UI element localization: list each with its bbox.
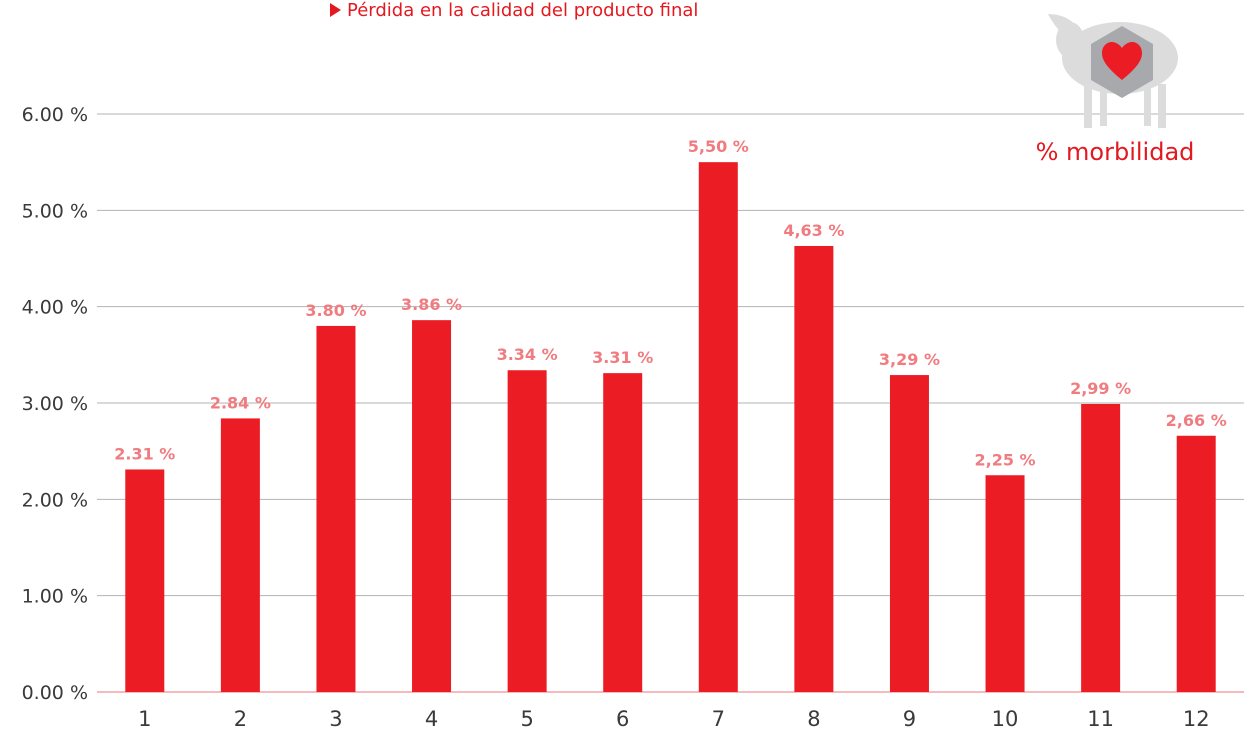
subtitle-text: Pérdida en la calidad del producto final xyxy=(347,0,699,21)
subtitle-bullet: Pérdida en la calidad del producto final xyxy=(330,0,698,26)
sheep-heart-icon xyxy=(1048,14,1178,128)
bar-2 xyxy=(220,418,260,692)
bar-value-label: 3.80 % xyxy=(305,301,366,320)
x-tick-label: 11 xyxy=(1087,707,1114,731)
bar-10 xyxy=(985,475,1025,692)
bar-8 xyxy=(794,245,834,692)
x-tick-label: 1 xyxy=(138,707,151,731)
bar-4 xyxy=(412,320,452,692)
x-tick-label: 12 xyxy=(1183,707,1210,731)
bar-value-label: 2,66 % xyxy=(1166,411,1227,430)
y-axis-tick-labels: 0.00 % 1.00 % 2.00 % 3.00 % 4.00 % 5.00 % 6.00… xyxy=(22,104,88,704)
bars xyxy=(125,162,1216,692)
bar-value-label: 5,50 % xyxy=(688,137,749,156)
x-tick-label: 3 xyxy=(329,707,342,731)
bar-11 xyxy=(1081,403,1121,692)
y-tick-label: 5.00 % xyxy=(22,200,88,222)
bar-value-label: 2.31 % xyxy=(114,444,175,463)
bar-value-labels: 2.31 % 2.84 % 3.80 % 3.86 % 3.34 % 3.31 % 5,50… xyxy=(114,137,1226,469)
bar-1 xyxy=(125,469,165,692)
bar-value-label: 3.86 % xyxy=(401,295,462,314)
y-tick-label: 1.00 % xyxy=(22,586,88,608)
bar-7 xyxy=(698,162,738,692)
bar-value-label: 2,25 % xyxy=(975,450,1036,469)
y-tick-label: 2.00 % xyxy=(22,489,88,511)
x-tick-label: 8 xyxy=(807,707,820,731)
y-tick-label: 4.00 % xyxy=(22,297,88,319)
x-tick-label: 6 xyxy=(616,707,629,731)
bar-3 xyxy=(316,325,356,692)
triangle-bullet-icon xyxy=(330,3,341,17)
x-tick-label: 7 xyxy=(712,707,725,731)
bar-12 xyxy=(1176,435,1216,692)
bar-value-label: 2,99 % xyxy=(1070,379,1131,398)
x-tick-label: 5 xyxy=(520,707,533,731)
morbidity-label: % morbilidad xyxy=(1035,138,1195,166)
bar-value-label: 3,29 % xyxy=(879,350,940,369)
bar-5 xyxy=(507,370,547,692)
bar-value-label: 2.84 % xyxy=(210,393,271,412)
x-tick-label: 9 xyxy=(903,707,916,731)
bar-value-label: 3.34 % xyxy=(497,345,558,364)
y-tick-label: 3.00 % xyxy=(22,393,88,415)
gridlines xyxy=(97,113,1244,693)
bar-value-label: 4,63 % xyxy=(783,221,844,240)
x-axis-tick-labels: 1 2 3 4 5 6 7 8 9 10 11 12 xyxy=(138,707,1209,731)
bar-value-label: 3.31 % xyxy=(592,348,653,367)
x-tick-label: 2 xyxy=(234,707,247,731)
y-tick-label: 6.00 % xyxy=(22,104,88,126)
bar-6 xyxy=(603,373,643,692)
x-tick-label: 4 xyxy=(425,707,438,731)
x-tick-label: 10 xyxy=(992,707,1019,731)
y-tick-label: 0.00 % xyxy=(22,682,88,704)
bar-9 xyxy=(889,375,929,692)
